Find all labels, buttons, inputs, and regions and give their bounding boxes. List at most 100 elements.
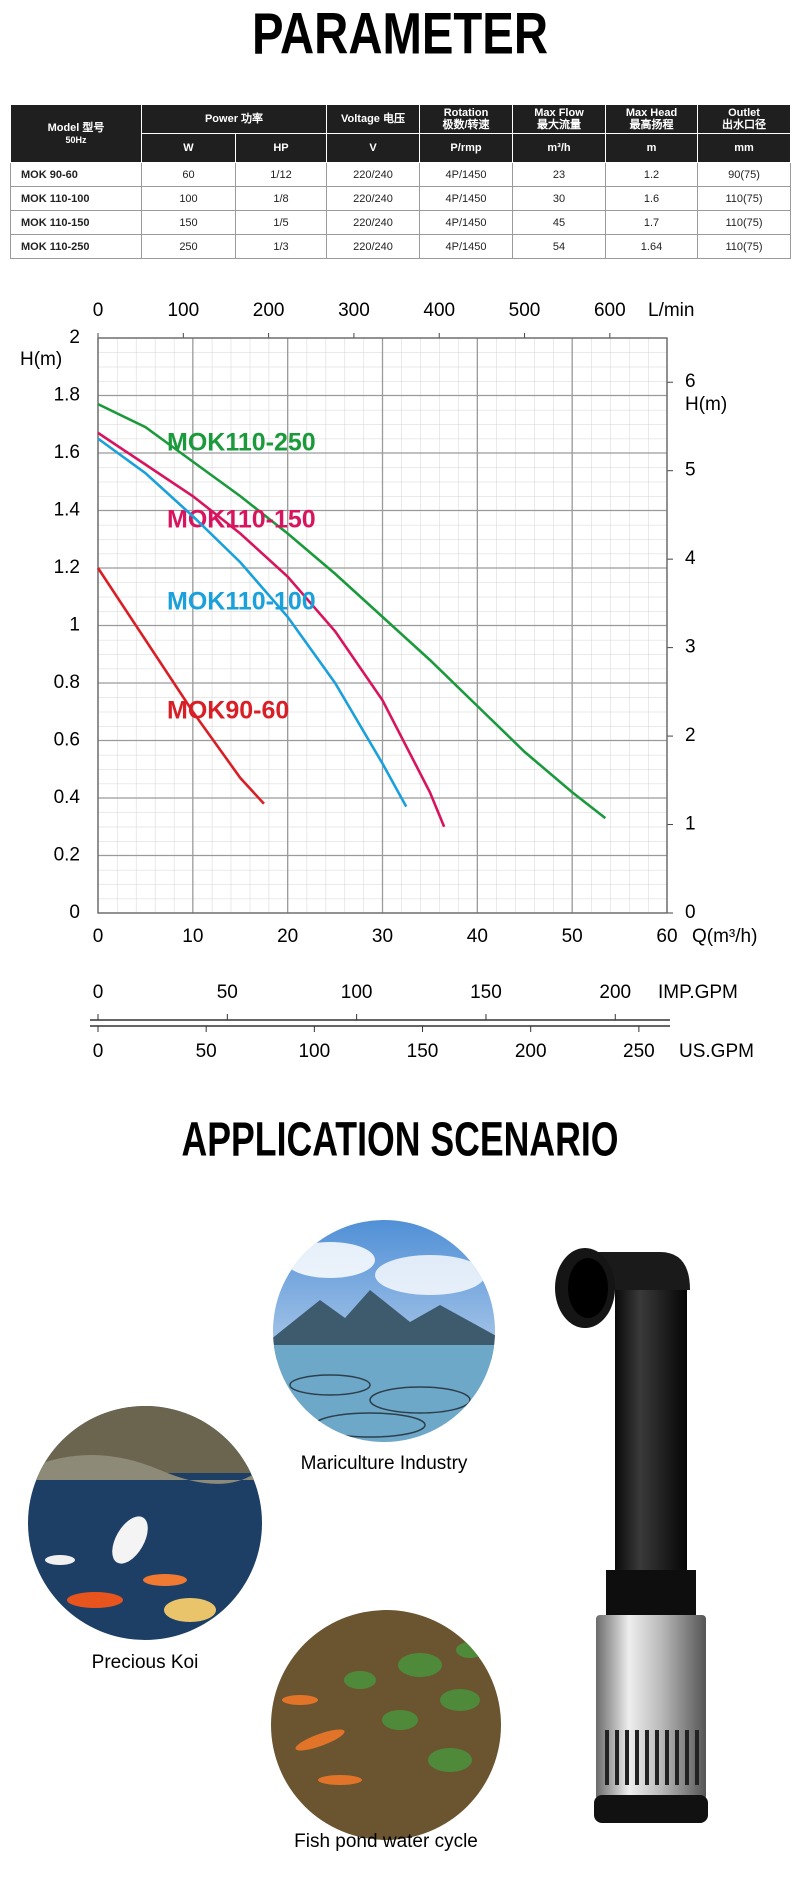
y2-tick-label: 6 <box>685 371 696 392</box>
table-row: MOK 90-60 60 1/12 220/240 4P/1450 23 1.2 90(75) <box>10 162 792 187</box>
y2-tick-label: 4 <box>685 548 696 569</box>
y-tick-label: 1.4 <box>54 500 81 521</box>
y2-tick-label: 1 <box>685 814 696 835</box>
x2-tick-label: 0 <box>93 300 104 321</box>
header-cell: Voltage 电压 <box>326 104 421 134</box>
x2-tick-label: 500 <box>509 300 541 321</box>
table-cell: 1.7 <box>605 210 699 235</box>
curve <box>97 402 607 820</box>
y2-tick-label: 0 <box>685 902 696 923</box>
axis-tick-label: 200 <box>515 1041 547 1062</box>
x2-axis-label: L/min <box>648 300 694 321</box>
table-cell: 110(75) <box>697 234 792 259</box>
table-cell: 54 <box>512 234 607 259</box>
header-text: 出水口径 <box>722 119 767 131</box>
header-text: Voltage 电压 <box>341 113 405 125</box>
spec-table: Model 型号 50Hz Power 功率 Voltage 电压 Rotatio… <box>10 104 792 259</box>
table-cell: 4P/1450 <box>419 210 514 235</box>
header-cell: Max Flow 最大流量 <box>512 104 607 134</box>
axis-tick-label: 50 <box>196 1041 217 1062</box>
table-cell: 4P/1450 <box>419 186 514 211</box>
axis-tick-label: 150 <box>407 1041 439 1062</box>
axis-tick-label: 250 <box>623 1041 655 1062</box>
y-tick-label: 0.8 <box>54 672 80 693</box>
header-text: 最大流量 <box>537 119 582 131</box>
header-cell: Power 功率 <box>140 104 328 134</box>
table-cell: MOK 110-100 <box>10 186 142 211</box>
header-text: Rotation <box>443 107 489 119</box>
unit-cell: mm <box>697 133 792 163</box>
table-cell: 150 <box>141 210 236 235</box>
series-label: MOK110-250 <box>167 429 316 457</box>
header-text: 最高扬程 <box>629 119 674 131</box>
y-tick-label: 0.4 <box>54 787 81 808</box>
x2-tick-label: 200 <box>253 300 285 321</box>
caption: Precious Koi <box>92 1652 199 1673</box>
x-tick-label: 10 <box>182 926 203 947</box>
chart: 0 10 20 30 40 50 6000.20.40.60.811.21.41.61.82… <box>20 300 757 1062</box>
y2-tick-label: 2 <box>685 725 696 746</box>
table-cell: 100 <box>141 186 236 211</box>
series-label: MOK90-60 <box>167 697 289 725</box>
pump-image <box>555 1248 708 1823</box>
curve <box>97 431 446 828</box>
table-cell: 4P/1450 <box>419 162 514 187</box>
y-tick-label: 1.8 <box>54 385 80 406</box>
axis-label: US.GPM <box>679 1041 754 1062</box>
table-cell: 1.64 <box>605 234 699 259</box>
table-cell: MOK 110-150 <box>10 210 142 235</box>
axis-tick-label: 0 <box>93 1041 104 1062</box>
table-cell: 1/3 <box>234 234 328 259</box>
axis-tick-label: 150 <box>470 982 502 1003</box>
x-tick-label: 50 <box>562 926 583 947</box>
header-text: Max Head <box>625 107 678 119</box>
header-cell: Max Head 最高扬程 <box>605 104 699 134</box>
y2-tick-label: 3 <box>685 637 696 658</box>
y-tick-label: 0.2 <box>54 845 80 866</box>
x2-tick-label: 400 <box>423 300 455 321</box>
y2-axis-label: H(m) <box>685 394 727 415</box>
y-tick-label: 0.6 <box>54 730 80 751</box>
page-title: PARAMETER <box>252 1 548 66</box>
header-text: 50Hz <box>65 134 87 145</box>
table-cell: 220/240 <box>326 210 421 235</box>
table-cell: 1/5 <box>234 210 328 235</box>
header-text: Model 型号 <box>47 121 105 134</box>
koi-image <box>28 1406 262 1640</box>
table-cell: 45 <box>512 210 607 235</box>
curve <box>96 567 265 805</box>
table-cell: 23 <box>512 162 607 187</box>
axis-tick-label: 200 <box>599 982 631 1003</box>
header-text: Outlet <box>728 107 760 119</box>
table-cell: MOK 110-250 <box>10 234 142 259</box>
x-tick-label: 60 <box>656 926 677 947</box>
header-cell: Rotation 极数/转速 <box>419 104 514 134</box>
header-text: Max Flow <box>534 107 584 119</box>
axis-tick-label: 100 <box>298 1041 330 1062</box>
x-tick-label: 20 <box>277 926 298 947</box>
table-row: MOK 110-250 250 1/3 220/240 4P/1450 54 1.64 110… <box>10 234 792 259</box>
series-label: MOK110-150 <box>167 506 316 534</box>
table-cell: 1.6 <box>605 186 699 211</box>
unit-cell: HP <box>234 133 328 163</box>
y2-tick-label: 5 <box>685 460 696 481</box>
table-cell: MOK 90-60 <box>10 162 142 187</box>
table-cell: 110(75) <box>697 186 792 211</box>
table-cell: 30 <box>512 186 607 211</box>
axis-tick-label: 50 <box>217 982 238 1003</box>
y-tick-label: 1 <box>69 615 80 636</box>
x-tick-label: 0 <box>93 926 104 947</box>
x2-tick-label: 300 <box>338 300 370 321</box>
unit-cell: m <box>605 133 699 163</box>
unit-cell: P/rmp <box>419 133 514 163</box>
unit-cell: V <box>326 133 421 163</box>
x-axis-label: Q(m³/h) <box>692 926 757 947</box>
header-text: 极数/转速 <box>442 119 490 131</box>
y-axis-label: H(m) <box>20 349 62 370</box>
y-tick-label: 1.2 <box>54 557 80 578</box>
table-row: MOK 110-100 100 1/8 220/240 4P/1450 30 1.6 110(… <box>10 186 792 211</box>
y-tick-label: 0 <box>69 902 80 923</box>
header-text: Power 功率 <box>204 113 264 125</box>
caption: Mariculture Industry <box>301 1453 468 1474</box>
